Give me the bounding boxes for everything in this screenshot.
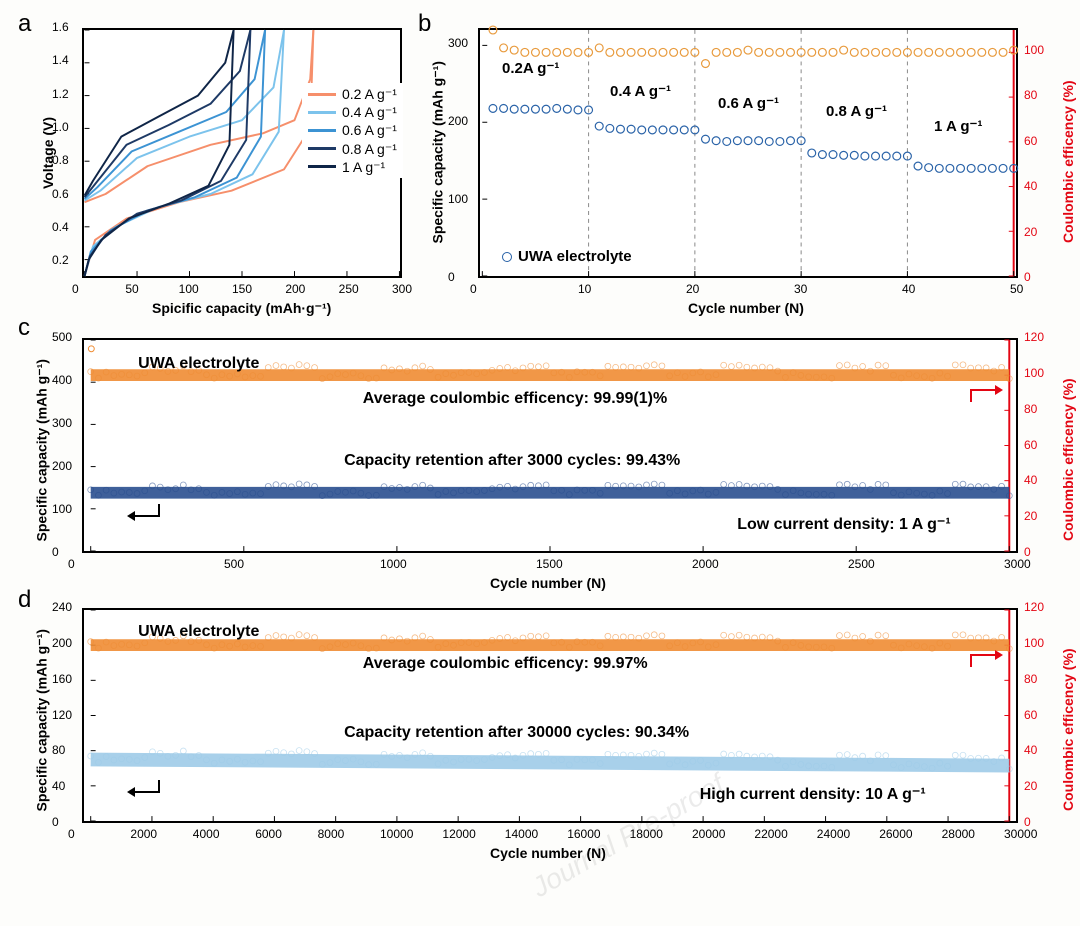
legend-a: 0.2 A g⁻¹0.4 A g⁻¹0.6 A g⁻¹0.8 A g⁻¹1 A … — [302, 83, 403, 178]
panel-label-a: a — [18, 10, 31, 38]
legend-b: UWA electrolyte — [502, 248, 632, 265]
panel-label-c: c — [18, 314, 30, 342]
panel-label-d: d — [18, 586, 31, 614]
panel-label-b: b — [418, 10, 431, 38]
